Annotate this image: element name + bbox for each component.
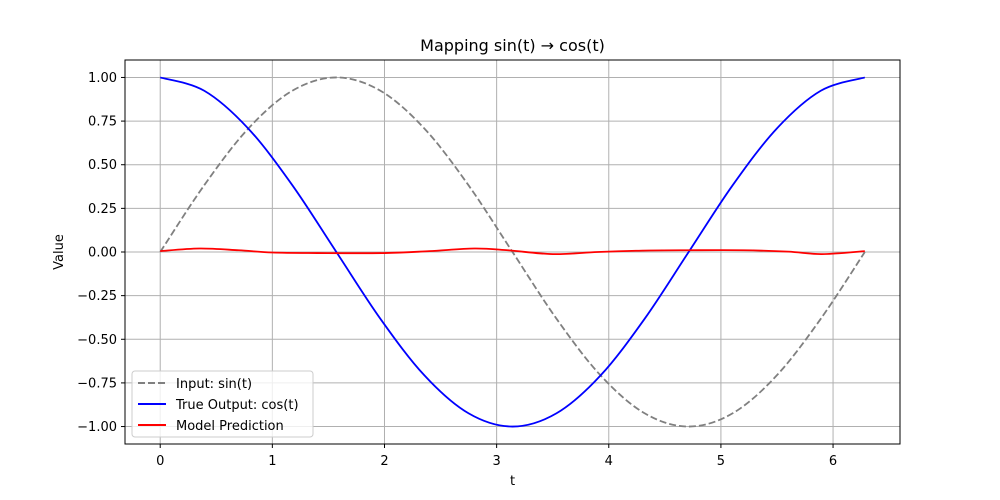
x-tick-label: 3 [492,454,500,469]
y-axis-label: Value [52,234,67,270]
plot-series [159,76,866,428]
legend-label-model-prediction: Model Prediction [176,419,284,434]
chart-title: Mapping sin(t) → cos(t) [420,36,605,55]
legend-label-true-output: True Output: cos(t) [175,398,299,413]
y-tick-label: −0.50 [77,333,117,348]
series-line-input-sin [159,76,866,428]
y-tick-label: 1.00 [88,71,117,86]
grid [125,60,900,444]
series-line-model-prediction [160,247,865,256]
x-tick-label: 1 [268,454,276,469]
x-tick-label: 6 [829,454,837,469]
legend: Input: sin(t) True Output: cos(t) Model … [131,370,314,438]
x-axis-label: t [510,474,515,489]
y-tick-label: 0.50 [88,158,117,173]
x-tick-label: 2 [380,454,388,469]
axis-ticks: 0 1 2 3 4 5 6 1.00 0.75 0.50 0.25 0.00 −0.25 −0.50 −0.… [77,71,837,469]
y-tick-label: 0.75 [88,115,117,130]
y-tick-label: −0.75 [77,376,117,391]
y-tick-label: −1.00 [77,420,117,435]
legend-box [131,370,314,438]
y-tick-label: 0.00 [88,246,117,261]
legend-label-input: Input: sin(t) [176,377,252,392]
x-tick-label: 5 [717,454,725,469]
x-tick-label: 0 [156,454,164,469]
series-line-true-output-cos [159,76,866,428]
y-tick-label: −0.25 [77,289,117,304]
x-tick-label: 4 [605,454,613,469]
y-tick-label: 0.25 [88,202,117,217]
